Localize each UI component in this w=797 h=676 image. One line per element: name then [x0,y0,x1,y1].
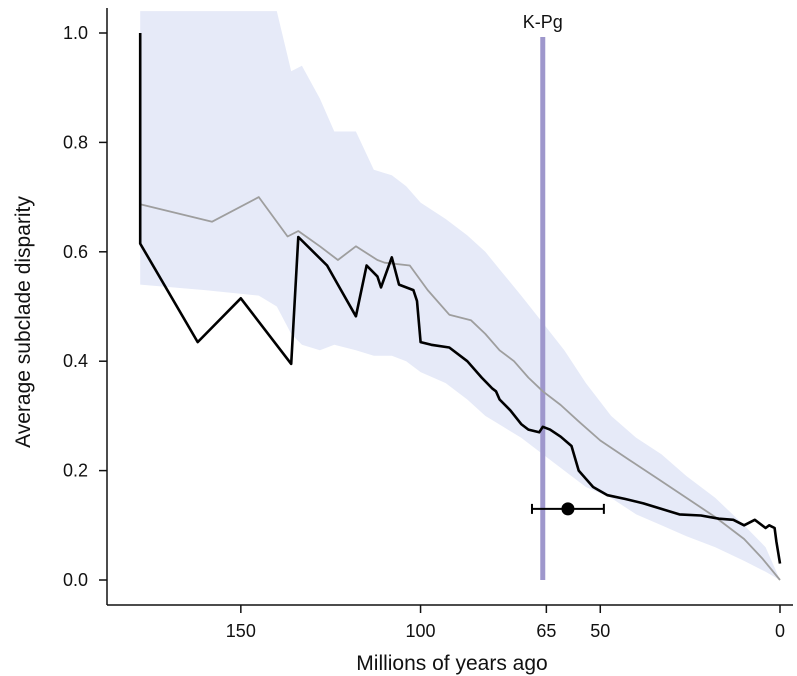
estimate-marker [530,502,605,516]
x-tick-label: 100 [406,621,436,641]
y-tick-label: 0.2 [63,461,88,481]
estimate-point [561,502,575,516]
series-lines [138,33,782,581]
y-axis-title: Average subclade disparity [12,196,35,448]
x-tick-label: 50 [590,621,610,641]
x-axis-title: Millions of years ago [356,652,547,675]
envelope-area [140,11,780,581]
kpg-boundary: K-Pg [523,12,563,580]
confidence-envelope [140,11,780,581]
axes: 150 100 65 50 0 0.0 0.2 0.4 0.6 0.8 1.0 Millions … [12,8,793,675]
y-tick-label: 0.4 [63,351,88,371]
y-tick-label: 0.6 [63,242,88,262]
y-tick-label: 1.0 [63,23,88,43]
median-null-line [139,196,781,581]
y-ticks: 0.0 0.2 0.4 0.6 0.8 1.0 [63,23,107,590]
x-tick-label: 0 [775,621,785,641]
x-tick-label: 65 [536,621,556,641]
x-tick-label: 150 [226,621,256,641]
observed-disparity-line [138,33,782,564]
kpg-label: K-Pg [523,12,563,32]
y-tick-label: 0.0 [63,570,88,590]
y-tick-label: 0.8 [63,132,88,152]
x-ticks: 150 100 65 50 0 [226,605,785,641]
